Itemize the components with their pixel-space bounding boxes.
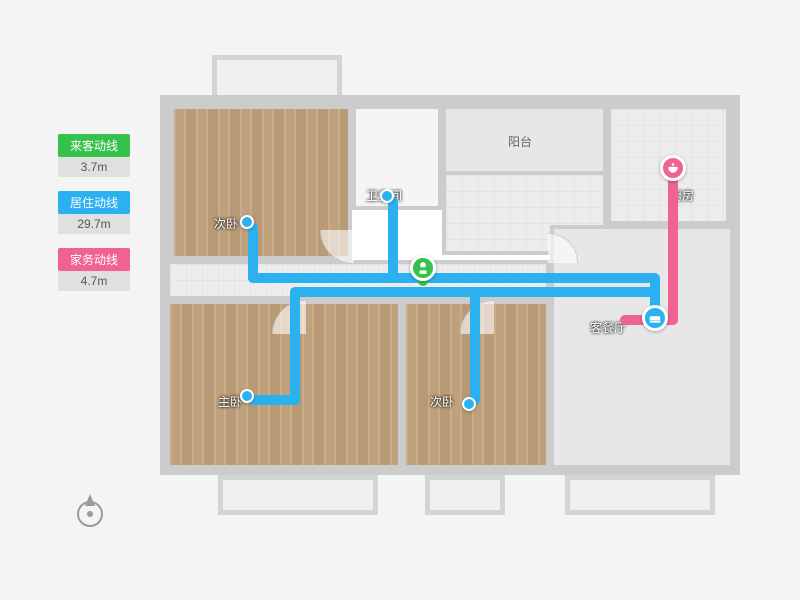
compass-icon [70,490,110,530]
label-balcony: 阳台 [508,133,532,150]
flow-living-up1 [248,223,258,283]
flow-living-dn1 [290,287,300,405]
flow-living-up2 [388,197,398,283]
legend-value-housework: 4.7m [58,271,130,291]
legend-label-living: 居住动线 [58,191,130,214]
legend-item-living: 居住动线 29.7m [58,191,130,234]
entry-icon [410,255,436,281]
label-secondary-bedroom-1: 次卧 [214,215,238,232]
legend-value-guest: 3.7m [58,157,130,177]
legend-item-housework: 家务动线 4.7m [58,248,130,291]
flow-end-1 [240,215,254,229]
kitchen-icon [660,155,686,181]
plan-envelope: 次卧 卫生间 阳台 厨房 主卧 次卧 客餐厅 [160,95,740,475]
window-bottom-3 [565,475,715,515]
label-master-bedroom: 主卧 [218,393,242,410]
flow-end-2 [380,189,394,203]
legend-item-guest: 来客动线 3.7m [58,134,130,177]
legend-label-housework: 家务动线 [58,248,130,271]
flow-living-main [248,273,658,283]
legend-value-living: 29.7m [58,214,130,234]
window-top-left [212,55,342,100]
window-bottom-1 [218,475,378,515]
label-secondary-bedroom-2: 次卧 [430,393,454,410]
flow-end-3 [240,389,254,403]
flow-housework-v [668,175,678,325]
sofa-icon [642,305,668,331]
flow-living-dn1b [248,395,300,405]
flow-end-4 [462,397,476,411]
legend: 来客动线 3.7m 居住动线 29.7m 家务动线 4.7m [58,134,130,305]
floor-plan: 次卧 卫生间 阳台 厨房 主卧 次卧 客餐厅 [160,55,740,515]
legend-label-guest: 来客动线 [58,134,130,157]
window-bottom-2 [425,475,505,515]
flow-living-dn2 [470,287,480,405]
